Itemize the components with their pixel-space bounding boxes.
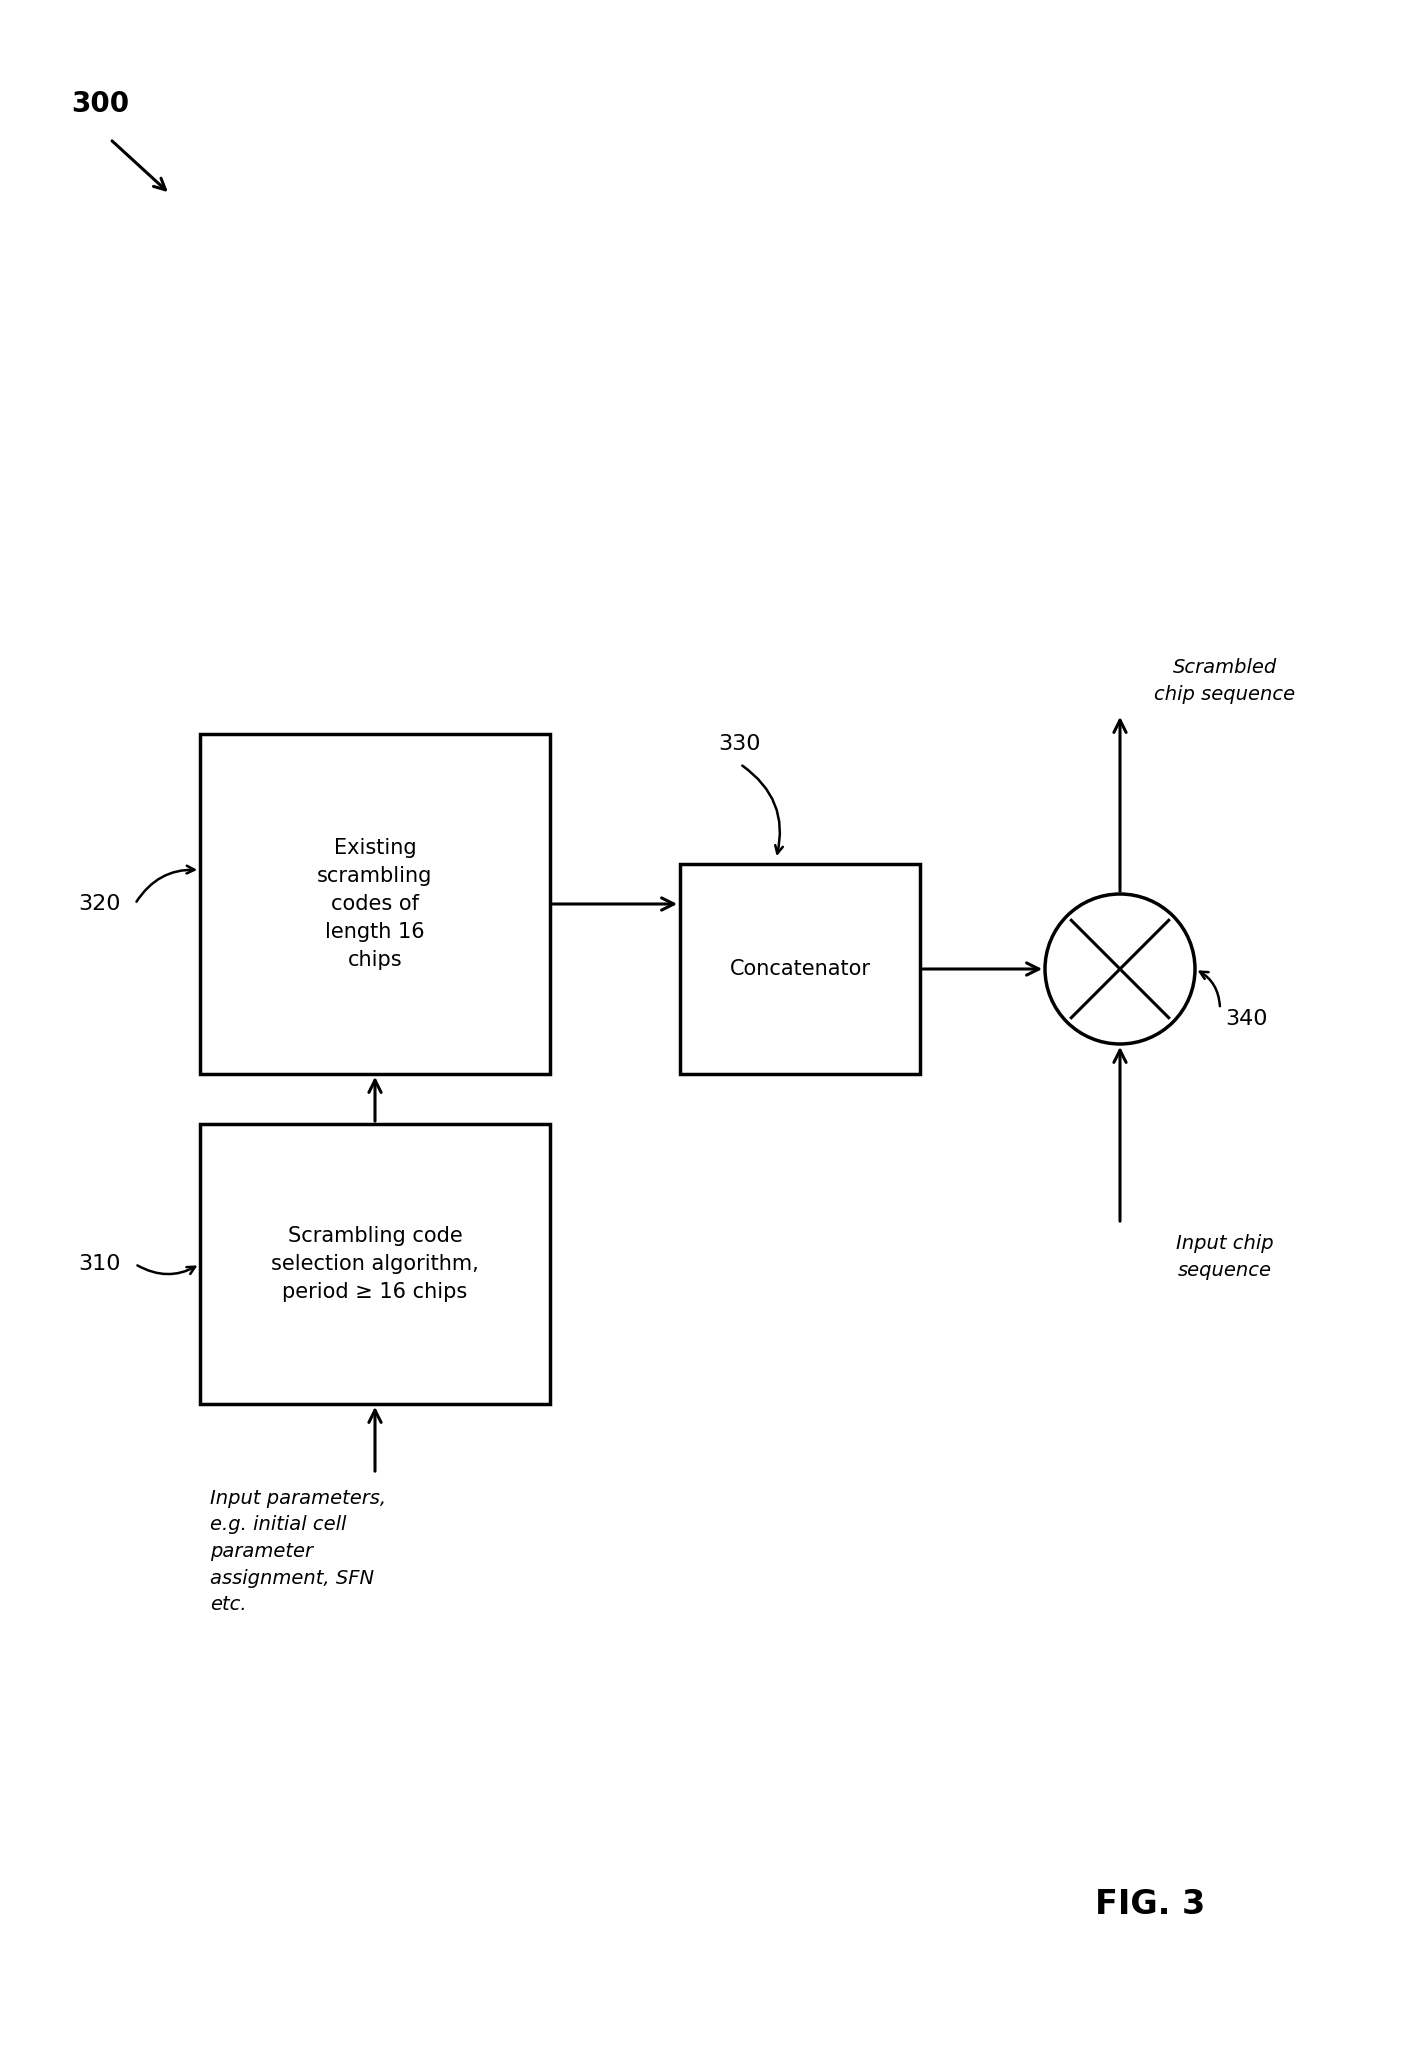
Text: 330: 330	[718, 733, 761, 754]
Text: 340: 340	[1226, 1009, 1267, 1029]
Text: Scrambling code
selection algorithm,
period ≥ 16 chips: Scrambling code selection algorithm, per…	[271, 1226, 479, 1302]
Text: 310: 310	[78, 1255, 121, 1273]
Text: Input chip
sequence: Input chip sequence	[1176, 1234, 1274, 1280]
Text: 320: 320	[78, 893, 121, 914]
Bar	[680, 865, 921, 1074]
Text: Input parameters,
e.g. initial cell
parameter
assignment, SFN
etc.: Input parameters, e.g. initial cell para…	[209, 1489, 386, 1614]
Bar	[200, 733, 550, 1074]
Text: Concatenator: Concatenator	[730, 959, 871, 980]
Bar	[200, 1124, 550, 1405]
Text: 300: 300	[71, 90, 130, 117]
Text: Existing
scrambling
codes of
length 16
chips: Existing scrambling codes of length 16 c…	[318, 838, 433, 969]
Text: FIG. 3: FIG. 3	[1094, 1888, 1206, 1920]
Text: Scrambled
chip sequence: Scrambled chip sequence	[1154, 659, 1295, 705]
